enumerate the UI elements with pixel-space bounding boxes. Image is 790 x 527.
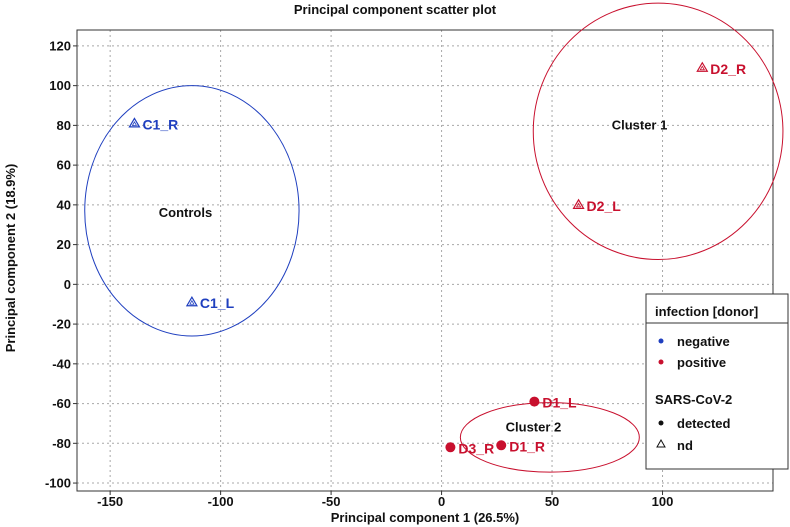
point-marker <box>185 296 198 307</box>
legend-subtitle: SARS-CoV-2 <box>655 392 732 407</box>
point-label: C1_L <box>200 295 235 311</box>
legend-positive-marker <box>658 359 664 365</box>
point-marker-inner <box>575 202 582 208</box>
x-tick-label: -150 <box>97 494 123 509</box>
point-marker <box>696 61 709 72</box>
legend-negative-label: negative <box>677 334 730 349</box>
cluster-label: Controls <box>159 205 212 220</box>
cluster-label: Cluster 1 <box>612 117 668 132</box>
legend-negative-marker <box>658 338 664 344</box>
cluster-label: Cluster 2 <box>506 419 562 434</box>
data-points: C1_R C1_L D2_R D2_L D1_L D1_R D3_R <box>128 61 746 456</box>
y-tick-label: -100 <box>45 476 71 491</box>
axis-ticks: -150 -100 -50 0 50 100 120 100 80 60 40 20 0 -20 -40 -6… <box>45 38 673 509</box>
x-tick-label: 50 <box>545 494 559 509</box>
point-marker-inner <box>189 299 195 305</box>
legend-nd-label: nd <box>677 438 693 453</box>
y-axis-title: Principal component 2 (18.9%) <box>3 164 18 353</box>
point-marker <box>128 117 141 128</box>
legend-detected-label: detected <box>677 416 731 431</box>
chart-title: Principal component scatter plot <box>294 2 497 17</box>
point-label: D2_L <box>587 198 622 214</box>
point-label: D3_R <box>458 440 494 456</box>
y-tick-label: -20 <box>52 317 71 332</box>
y-tick-label: 100 <box>49 78 71 93</box>
y-tick-label: -40 <box>52 356 71 371</box>
y-tick-label: 80 <box>57 118 71 133</box>
point-marker <box>572 198 585 209</box>
y-tick-label: -80 <box>52 436 71 451</box>
legend-title: infection [donor] <box>655 304 758 319</box>
y-tick-label: 60 <box>57 158 71 173</box>
point-marker <box>496 440 507 451</box>
legend-box <box>645 293 789 470</box>
point-marker <box>529 396 540 407</box>
point-marker-inner <box>131 121 138 126</box>
point-marker <box>445 442 456 453</box>
x-axis-title: Principal component 1 (26.5%) <box>331 510 520 525</box>
cluster-ellipses: Controls Cluster 1 Cluster 2 <box>84 2 784 473</box>
plot-frame <box>76 29 774 492</box>
x-tick-label: -50 <box>322 494 341 509</box>
x-tick-label: 100 <box>652 494 674 509</box>
y-tick-label: 0 <box>64 277 71 292</box>
cluster-ellipse <box>459 402 640 473</box>
legend-detected-marker <box>658 420 664 426</box>
cluster-ellipse <box>84 85 300 337</box>
y-tick-label: 120 <box>49 38 71 53</box>
cluster-ellipse <box>532 2 784 261</box>
x-tick-label: 0 <box>438 494 445 509</box>
legend: infection [donor] negative positive SARS… <box>645 293 789 470</box>
y-tick-label: -60 <box>52 396 71 411</box>
point-label: D1_L <box>542 395 577 411</box>
x-tick-label: -100 <box>208 494 234 509</box>
legend-nd-marker <box>656 438 666 448</box>
y-tick-label: 40 <box>57 197 71 212</box>
legend-positive-label: positive <box>677 355 726 370</box>
point-label: D1_R <box>509 438 545 454</box>
y-tick-label: 20 <box>57 237 71 252</box>
point-label: D2_R <box>710 61 746 77</box>
point-marker-inner <box>699 65 705 71</box>
point-label: C1_R <box>142 116 178 132</box>
